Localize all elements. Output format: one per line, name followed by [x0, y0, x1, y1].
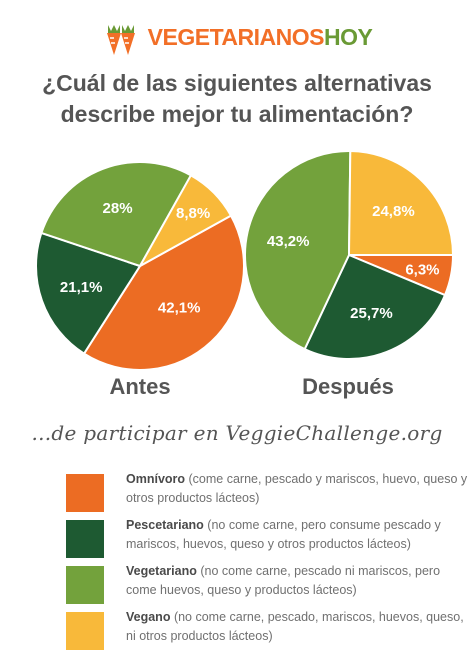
legend-desc: (come carne, pescado y mariscos, huevo, …: [126, 472, 468, 505]
question-title: ¿Cuál de las siguientes alternativas des…: [20, 68, 454, 130]
pie-1-label-vegano: 24,8%: [372, 203, 415, 220]
legend-name: Omnívoro: [126, 472, 186, 486]
pie-0-slice-omnivoro: [82, 214, 245, 371]
pie-title-despues: Después: [302, 374, 394, 399]
legend-item-vegano: Vegano (no come carne, pescado, mariscos…: [66, 608, 464, 652]
legend-desc: (no come carne, pescado, mariscos, huevo…: [126, 610, 464, 643]
legend-desc: (no come carne, pescado ni mariscos, per…: [126, 564, 441, 597]
legend-item-pescetariano: Pescetariano (no come carne, pero consum…: [66, 516, 441, 560]
legend-text-vegetariano: Vegetariano (no come carne, pescado ni m…: [126, 562, 471, 600]
logo: VEGETARIANOSHOY: [0, 14, 474, 60]
pie-title-antes: Antes: [109, 374, 171, 399]
legend-name: Vegetariano: [126, 564, 197, 578]
legend-text-vegano: Vegano (no come carne, pescado, mariscos…: [126, 608, 471, 646]
logo-text-main: VEGETARIANOS: [147, 23, 325, 50]
legend-text-omnivoro: Omnívoro (come carne, pescado y mariscos…: [126, 470, 471, 508]
legend-swatch-vegano: [66, 612, 104, 650]
legend-name: Vegano: [126, 610, 171, 624]
pie-1-label-vegetariano: 43,2%: [267, 233, 310, 250]
pie-1-label-omnivoro: 6,3%: [405, 262, 439, 279]
pie-0-label-omnivoro: 42,1%: [158, 300, 201, 317]
question-line-1: ¿Cuál de las siguientes alternativas: [42, 70, 432, 96]
logo-text: VEGETARIANOSHOY: [148, 24, 373, 51]
legend: Omnívoro (come carne, pescado y mariscos…: [66, 470, 467, 654]
legend-swatch-vegetariano: [66, 566, 104, 604]
legend-item-vegetariano: Vegetariano (no come carne, pescado ni m…: [66, 562, 440, 606]
question-line-2: describe mejor tu alimentación?: [60, 101, 414, 127]
legend-name: Pescetariano: [126, 518, 204, 532]
pie-1-slice-vegetariano: [244, 150, 352, 351]
pie-1-slice-pescetariano: [303, 253, 447, 360]
pie-1-label-pescetariano: 25,7%: [350, 305, 393, 322]
logo-text-accent: HOY: [323, 23, 373, 50]
pie-0-slice-pescetariano: [35, 231, 142, 356]
pie-0-label-vegetariano: 28%: [103, 200, 133, 217]
legend-swatch-pescetariano: [66, 520, 104, 558]
carrot-logo-icon: [106, 25, 135, 55]
legend-desc: (no come carne, pero consume pescado y m…: [126, 518, 441, 551]
pie-0-label-pescetariano: 21,1%: [60, 279, 103, 296]
pie-0-label-vegano: 8,8%: [176, 205, 210, 222]
subtitle: ...de participar en VeggieChallenge.org: [31, 421, 443, 445]
pie-0-slice-vegano: [137, 173, 233, 269]
legend-item-omnivoro: Omnívoro (come carne, pescado y mariscos…: [66, 470, 467, 514]
legend-text-pescetariano: Pescetariano (no come carne, pero consum…: [126, 516, 471, 554]
legend-swatch-omnivoro: [66, 474, 104, 512]
pie-1-slice-vegano: [347, 149, 455, 256]
